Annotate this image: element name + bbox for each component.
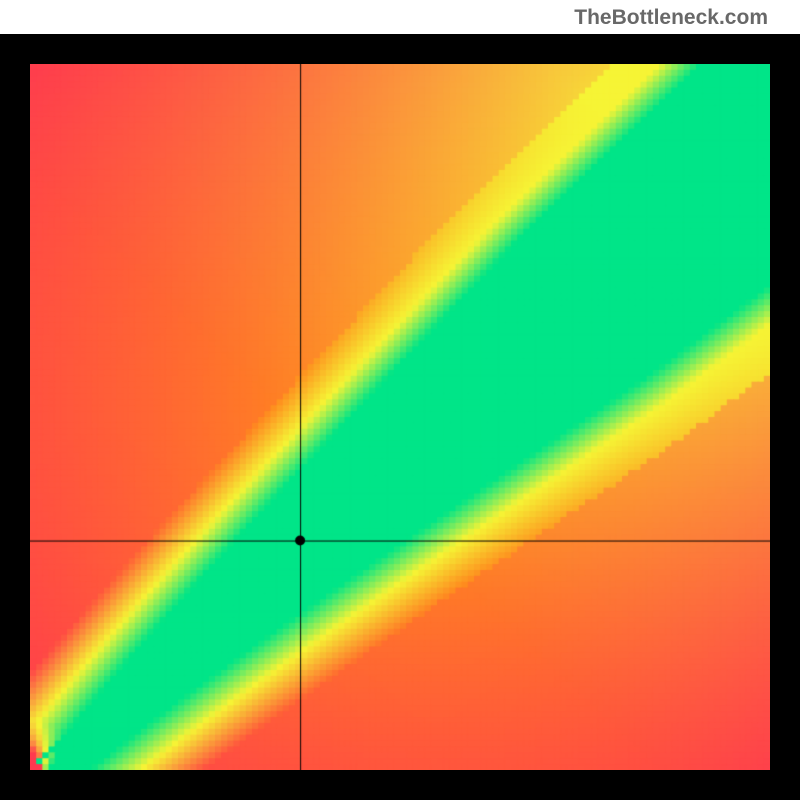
crosshair-overlay [30,64,770,770]
root: TheBottleneck.com [0,0,800,800]
watermark-text: TheBottleneck.com [574,6,768,30]
